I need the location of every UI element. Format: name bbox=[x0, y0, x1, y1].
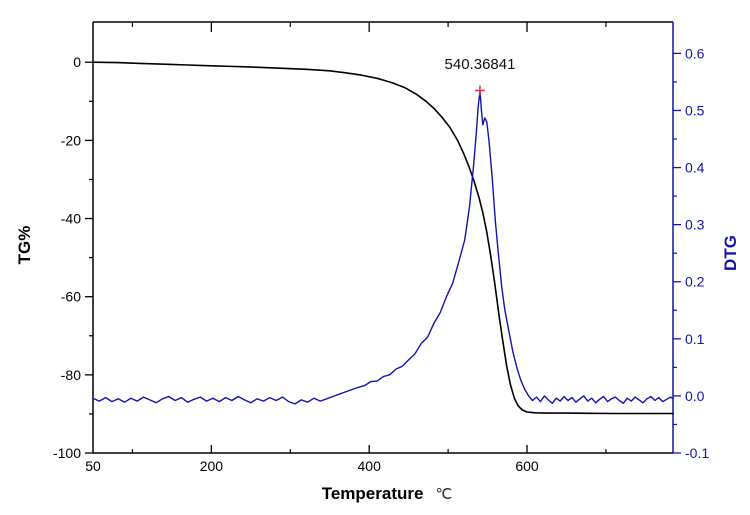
x-tick-label: 600 bbox=[515, 458, 539, 474]
y-right-axis-title: DTG bbox=[721, 235, 740, 271]
x-tick-label: 200 bbox=[200, 458, 224, 474]
y-right-tick-label: -0.1 bbox=[685, 445, 709, 461]
series-tg-curve bbox=[92, 61, 674, 415]
y-left-tick-label: 0 bbox=[73, 54, 81, 70]
y-left-tick-label: -60 bbox=[61, 289, 81, 305]
series-dtg-curve bbox=[92, 89, 674, 405]
x-tick-label: 400 bbox=[358, 458, 382, 474]
x-axis-title-text: Temperature bbox=[321, 484, 424, 503]
y-right-tick-label: 0.2 bbox=[685, 274, 705, 290]
y-right-tick-label: 0.4 bbox=[685, 160, 705, 176]
y-right-tick-label: 0.0 bbox=[685, 388, 705, 404]
y-left-tick-label: -40 bbox=[61, 211, 81, 227]
y-right-tick-label: 0.6 bbox=[685, 45, 705, 61]
y-right-tick-label: 0.5 bbox=[685, 102, 705, 118]
y-left-axis-title: TG% bbox=[15, 225, 34, 265]
y-left-tick-label: -20 bbox=[61, 132, 81, 148]
y-right-tick-label: 0.1 bbox=[685, 331, 705, 347]
x-edge-label: 50 bbox=[85, 458, 101, 474]
peak-annotation-label: 540.36841 bbox=[444, 56, 516, 73]
y-right-tick-label: 0.3 bbox=[685, 217, 705, 233]
x-axis-title: Temperature ℃ bbox=[322, 484, 453, 504]
y-left-tick-label: -100 bbox=[53, 445, 81, 461]
y-left-tick-label: -80 bbox=[61, 367, 81, 383]
x-axis-unit: ℃ bbox=[435, 486, 453, 503]
